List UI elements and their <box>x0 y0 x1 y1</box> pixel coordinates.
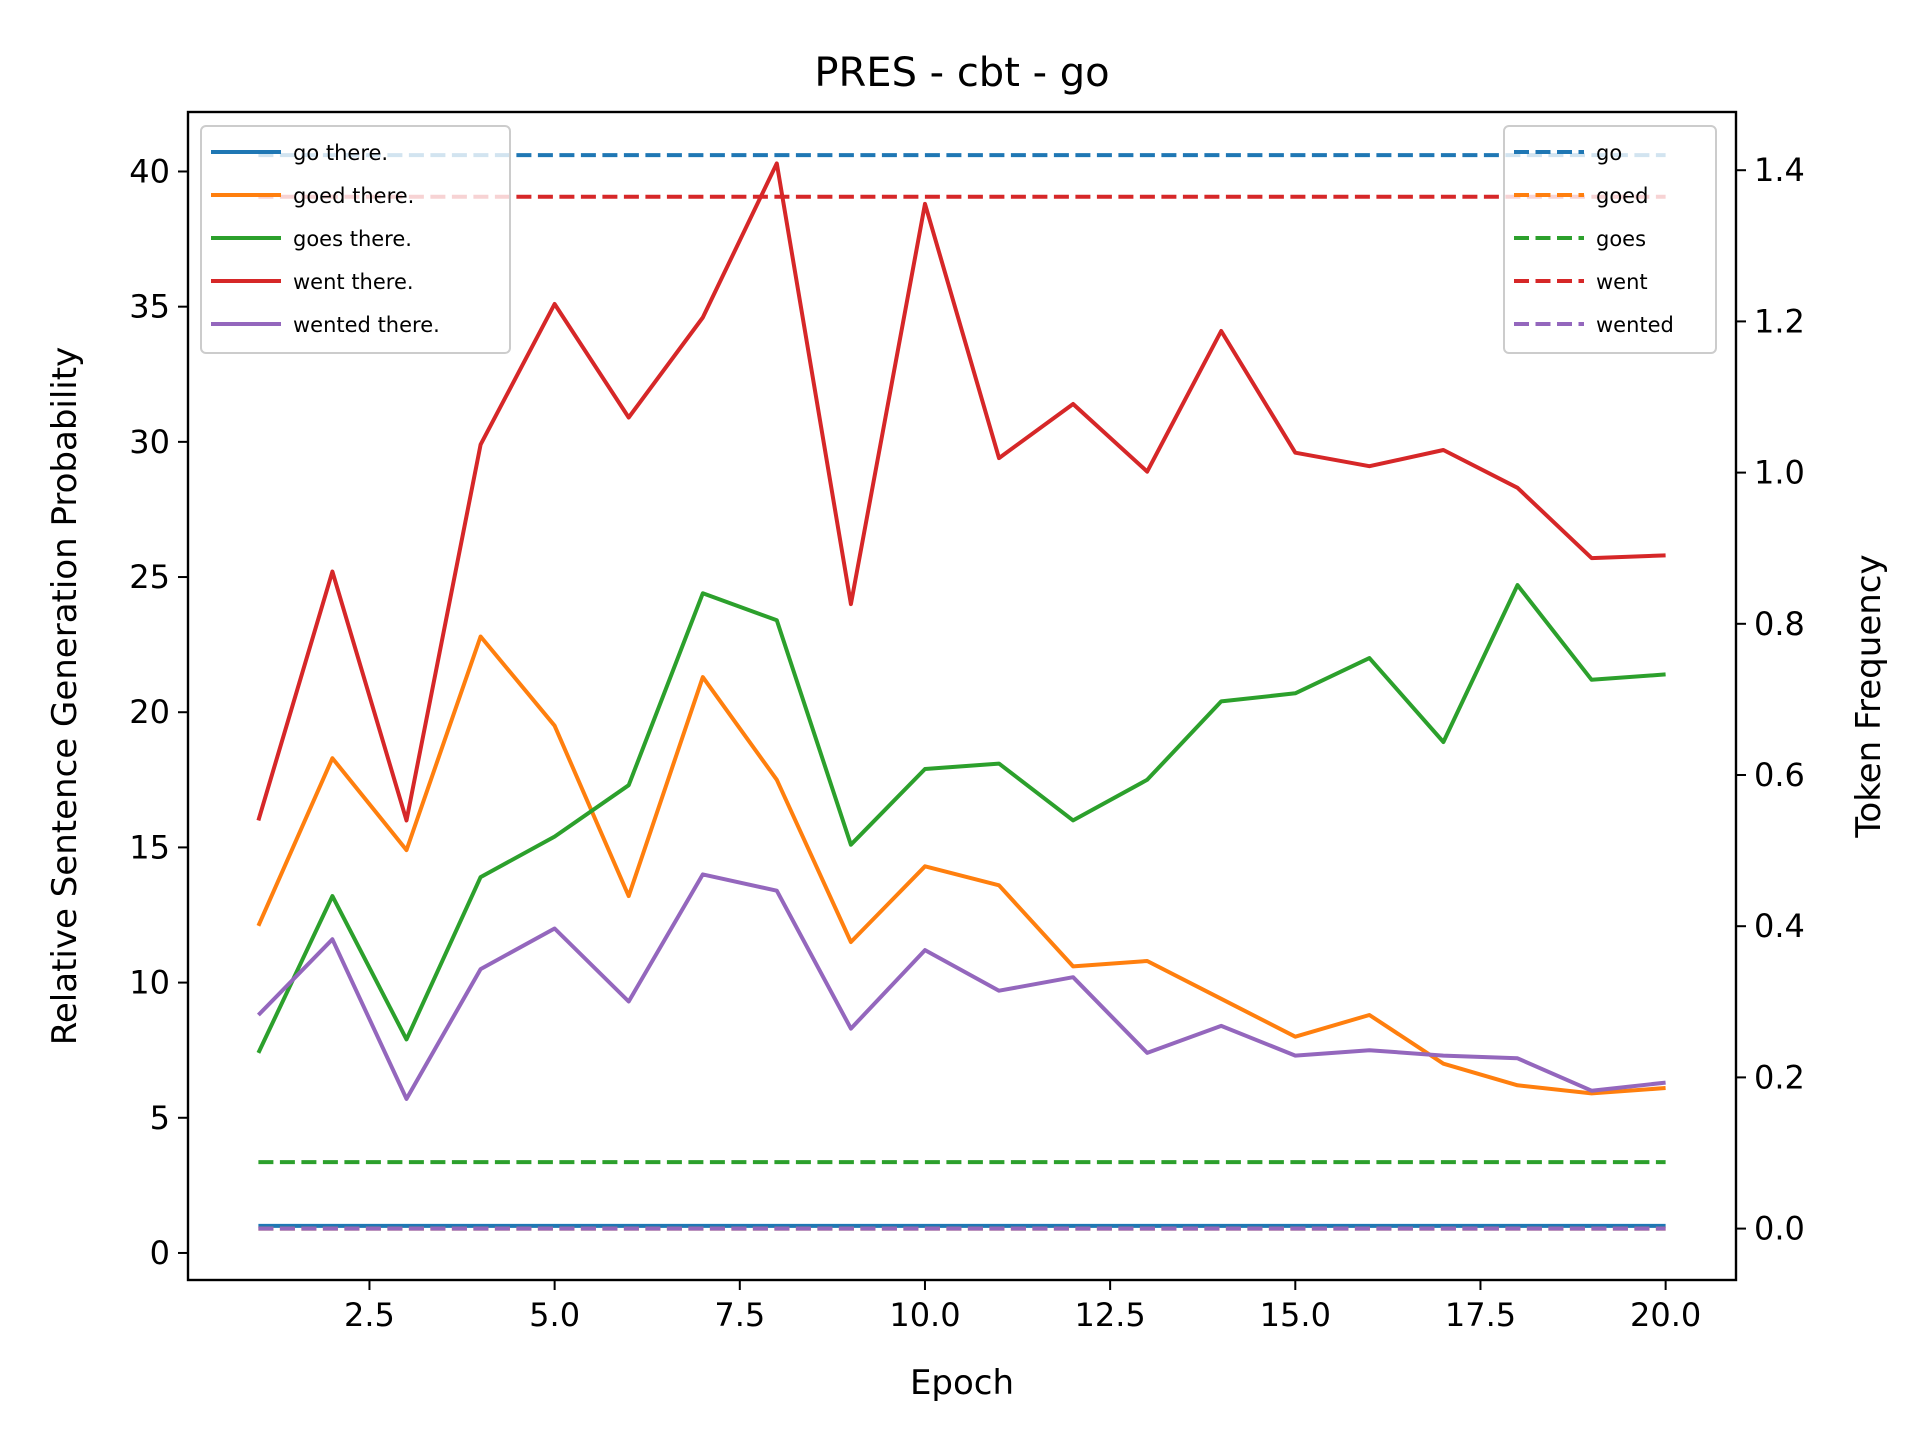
x-tick-label: 10.0 <box>889 1296 960 1334</box>
y-tick-label: 35 <box>129 288 170 326</box>
x-tick-label: 7.5 <box>714 1296 765 1334</box>
series-line-wented-there <box>256 872 1666 1101</box>
legend-label-wented-there: wented there. <box>293 313 440 337</box>
x-tick-label: 20.0 <box>1630 1296 1701 1334</box>
legend-box <box>200 125 511 354</box>
legend-label-goes-there: goes there. <box>293 227 412 251</box>
legend-label-goes: goes <box>1596 227 1646 251</box>
series-line-went-there <box>256 161 1666 823</box>
legend-left: go there. goed there. goes there. went ther… <box>200 125 511 354</box>
legend-label-go: go <box>1596 141 1622 165</box>
x-tick-label: 2.5 <box>344 1296 395 1334</box>
y-tick-label: 15 <box>129 828 170 866</box>
y2-tick-label: 0.4 <box>1754 907 1805 945</box>
y2-axis-label: Token Frequency <box>1849 554 1889 838</box>
y-tick-label: 20 <box>129 693 170 731</box>
legend-label-went: went <box>1596 270 1648 294</box>
y-tick-label: 25 <box>129 558 170 596</box>
y2-tick-label: 0.6 <box>1754 756 1805 794</box>
x-tick-label: 15.0 <box>1260 1296 1331 1334</box>
legend-label-goed-there: goed there. <box>293 184 414 208</box>
y2-tick-label: 0.8 <box>1754 605 1805 643</box>
y2-tick-label: 0.2 <box>1754 1058 1805 1096</box>
x-tick-label: 12.5 <box>1075 1296 1146 1334</box>
y2-tick-label: 1.4 <box>1754 151 1805 189</box>
y2-tick-label: 1.0 <box>1754 454 1805 492</box>
y-tick-label: 0 <box>150 1234 170 1272</box>
plot-frame <box>186 110 1738 1282</box>
legend-right: go goed goes went wented <box>1503 125 1717 354</box>
y-tick-label: 10 <box>129 964 170 1002</box>
series-layer <box>256 153 1666 1231</box>
legend-label-go-there: go there. <box>293 141 388 165</box>
x-axis-ticks: 2.5 5.0 7.5 10.0 12.5 15.0 17.5 20.0 <box>344 1280 1701 1334</box>
legend-label-went-there: went there. <box>293 270 414 294</box>
y-tick-label: 5 <box>150 1099 170 1137</box>
x-tick-label: 17.5 <box>1445 1296 1516 1334</box>
x-tick-label: 5.0 <box>529 1296 580 1334</box>
y-tick-label: 30 <box>129 423 170 461</box>
legend-label-goed: goed <box>1596 184 1648 208</box>
y2-axis-ticks: 0.0 0.2 0.4 0.6 0.8 1.0 1.2 1.4 <box>1736 151 1805 1248</box>
chart-title: PRES - cbt - go <box>814 50 1109 96</box>
legend-box <box>1503 125 1717 354</box>
y-tick-label: 40 <box>129 152 170 190</box>
legend-label-wented: wented <box>1596 313 1674 337</box>
x-axis-label: Epoch <box>910 1363 1014 1403</box>
series-line-goes-there <box>256 583 1666 1054</box>
y-axis-ticks: 0 5 10 15 20 25 30 35 40 <box>129 152 188 1272</box>
y2-tick-label: 1.2 <box>1754 302 1805 340</box>
y-axis-label: Relative Sentence Generation Probability <box>45 347 85 1045</box>
y2-tick-label: 0.0 <box>1754 1210 1805 1248</box>
